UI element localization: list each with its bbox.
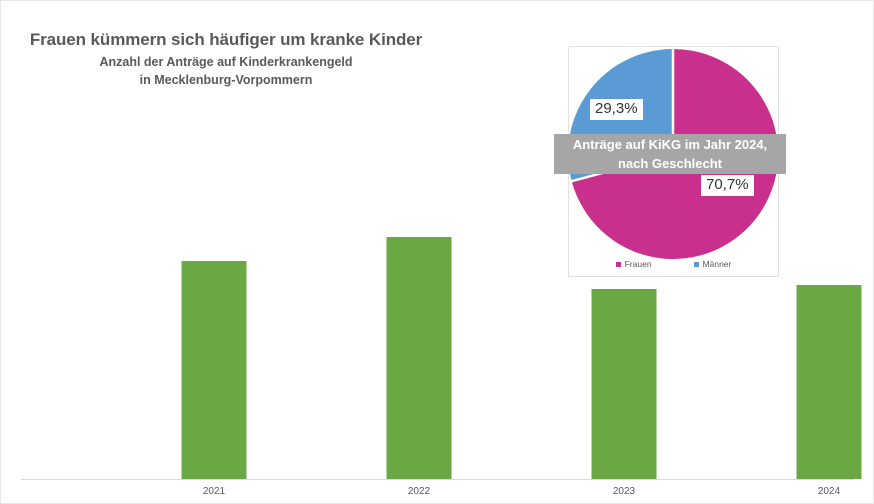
x-tick-2022: 2022: [407, 486, 431, 497]
bar-group-2023: 32.184: [524, 91, 724, 479]
x-tick-2021: 2021: [202, 486, 226, 497]
x-axis-tick-labels: 2021 2022 2023 2024: [21, 480, 855, 503]
bar-group-2022: 41.011: [319, 91, 519, 479]
pie-data-label-frauen: 70,7%: [701, 175, 754, 196]
pie-chart-title: Anträge auf KiKG im Jahr 2024, nach Gesc…: [554, 134, 786, 174]
pie-title-line-1: Anträge auf KiKG im Jahr 2024,: [572, 137, 768, 152]
legend-label-frauen: Frauen: [624, 259, 652, 269]
x-tick-2024: 2024: [817, 486, 841, 497]
bar-group-2024: 32.852: [729, 91, 873, 479]
subtitle-line-1: Anzahl der Anträge auf Kinderkrankengeld: [99, 55, 353, 69]
x-tick-2023: 2023: [612, 486, 636, 497]
legend-swatch-icon-maenner: [693, 261, 699, 267]
bar-group-2021: 36.967: [114, 91, 314, 479]
page-title: Frauen kümmern sich häufiger um kranke K…: [29, 30, 423, 49]
bar-2021[interactable]: [181, 261, 247, 479]
pie-title-line-2: nach Geschlecht: [617, 156, 723, 171]
pie-data-label-maenner: 29,3%: [590, 99, 643, 120]
bar-2023[interactable]: [591, 289, 657, 479]
legend-item-maenner[interactable]: Männer: [693, 259, 732, 269]
bar-chart-plot-area: 36.967 41.011 32.184 32.852: [21, 91, 862, 479]
bar-2022[interactable]: [386, 237, 452, 479]
legend-label-maenner: Männer: [702, 259, 732, 269]
legend-item-frauen[interactable]: Frauen: [615, 259, 652, 269]
subtitle-line-2: in Mecklenburg-Vorpommern: [139, 73, 313, 87]
pie-legend: Frauen Männer: [568, 256, 779, 272]
x-axis-line: [21, 479, 855, 480]
legend-swatch-icon-frauen: [615, 261, 621, 267]
bar-2024[interactable]: [796, 285, 862, 479]
